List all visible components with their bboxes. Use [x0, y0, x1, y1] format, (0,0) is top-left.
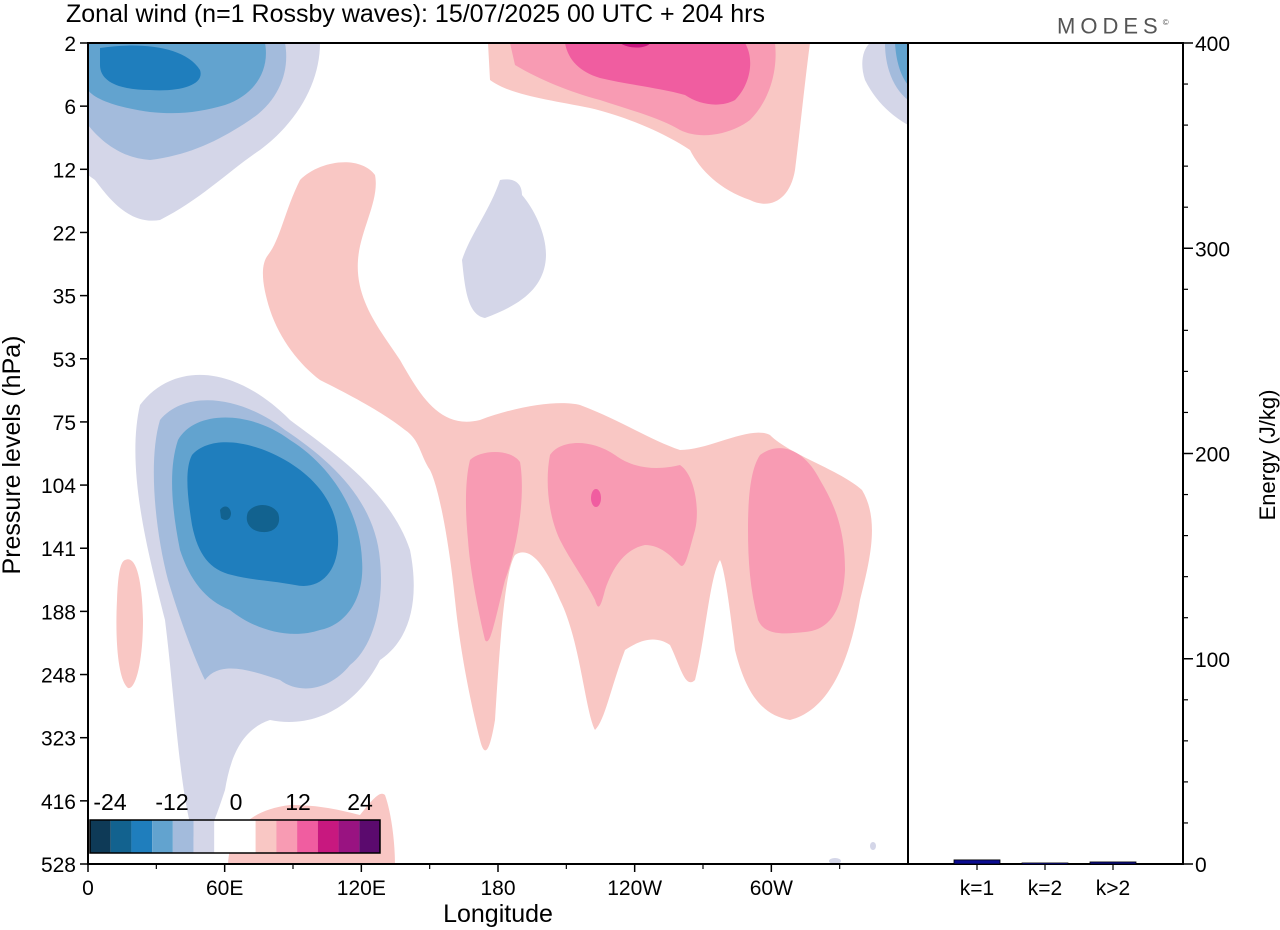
y-tick-label: 6: [64, 96, 76, 119]
colorbar-swatch: [255, 820, 277, 853]
y-tick-label: 53: [53, 349, 76, 372]
pos-mid-level-3-dot: [591, 489, 601, 507]
pos-mid-level-2a: [465, 452, 522, 642]
colorbar-label: 24: [347, 789, 373, 815]
y-axis-label: Pressure levels (hPa): [0, 336, 26, 575]
energy-tick-label: 100: [1195, 649, 1230, 672]
bar-frame: [907, 42, 1184, 865]
energy-tick-label: 400: [1195, 33, 1230, 56]
y-tick-label: 141: [41, 538, 76, 561]
neg-blob-tiny-dot: [870, 842, 876, 850]
neg-blob-tiny-bottom: [829, 858, 841, 864]
colorbar-swatch: [297, 820, 318, 853]
wavenumber-labels: k=1 k=2 k>2: [960, 864, 1130, 900]
colorbar-swatch: [276, 820, 298, 853]
energy-axis-label: Energy (J/kg): [1255, 390, 1280, 521]
colorbar-label: 12: [285, 789, 311, 815]
y-tick-label: 75: [53, 412, 76, 435]
bar-category-label: k=1: [960, 877, 994, 900]
pressure-axis: 2 6 12 22 35 53 75 104 141 188 248 323 416 528: [41, 33, 88, 877]
colorbar-swatch: [193, 820, 215, 853]
pos-mid-level-2b: [547, 442, 697, 607]
pos-blob-left-small: [116, 559, 143, 689]
modes-logo: MODES©: [1057, 13, 1169, 39]
energy-bar: [1089, 861, 1137, 865]
y-tick-label: 35: [53, 286, 76, 309]
y-tick-label: 22: [53, 222, 76, 245]
energy-tick-label: 0: [1195, 854, 1207, 877]
y-tick-label: 323: [41, 728, 76, 751]
contour-field: [88, 43, 908, 864]
colorbar-swatch: [235, 820, 256, 853]
y-tick-label: 188: [41, 601, 76, 624]
colorbar-swatch: [317, 820, 339, 853]
energy-bar: [953, 859, 1001, 865]
energy-tick-label: 300: [1195, 238, 1230, 261]
pos-mid-level-2c: [748, 448, 845, 634]
pos-blob-upper-level-3: [565, 43, 751, 105]
neg-blob-lower-level-5a: [246, 504, 280, 533]
neg-blob-upper-level-4: [100, 45, 201, 91]
colorbar-swatch: [131, 820, 153, 853]
energy-axis: 0 100 200 300 400: [1183, 33, 1230, 877]
y-tick-label: 12: [53, 159, 76, 182]
energy-tick-label: 200: [1195, 444, 1230, 467]
y-tick-label: 248: [41, 665, 76, 688]
colorbar: [89, 819, 381, 854]
bar-category-label: k=2: [1028, 877, 1062, 900]
pos-blob-upper-level-4: [620, 43, 650, 48]
colorbar-swatch: [172, 820, 194, 853]
x-tick-label: 60E: [206, 877, 243, 900]
colorbar-frame: [89, 819, 381, 854]
y-tick-label: 104: [41, 475, 76, 498]
energy-bars: [953, 859, 1137, 865]
colorbar-swatch: [214, 820, 235, 853]
colorbar-label: 0: [230, 789, 243, 815]
x-tick-label: 0: [82, 877, 94, 900]
longitude-axis: 0 60E 120E 180 120W 60W: [82, 864, 841, 900]
colorbar-swatch: [110, 820, 132, 853]
x-tick-label: 120W: [607, 877, 662, 900]
neg-blob-mid-upper: [462, 179, 546, 318]
colorbar-swatch: [90, 820, 111, 853]
y-tick-label: 2: [64, 33, 76, 56]
neg-blob-lower-level-5b: [220, 506, 231, 521]
neg-blob-upper-right-level-3: [895, 43, 908, 85]
x-tick-label: 60W: [750, 877, 793, 900]
y-tick-label: 528: [41, 854, 76, 877]
x-tick-label: 180: [480, 877, 515, 900]
colorbar-swatch: [152, 820, 173, 853]
colorbar-label: -24: [93, 789, 126, 815]
bar-category-label: k>2: [1096, 877, 1130, 900]
colorbar-label: -12: [155, 789, 188, 815]
colorbar-labels: -24 -12 0 12 24: [93, 789, 373, 815]
x-axis-label: Longitude: [443, 900, 553, 928]
x-tick-label: 120E: [337, 877, 386, 900]
colorbar-swatch: [359, 820, 380, 853]
chart-title: Zonal wind (n=1 Rossby waves): 15/07/202…: [66, 0, 765, 28]
y-tick-label: 416: [41, 791, 76, 814]
colorbar-swatch: [338, 820, 360, 853]
